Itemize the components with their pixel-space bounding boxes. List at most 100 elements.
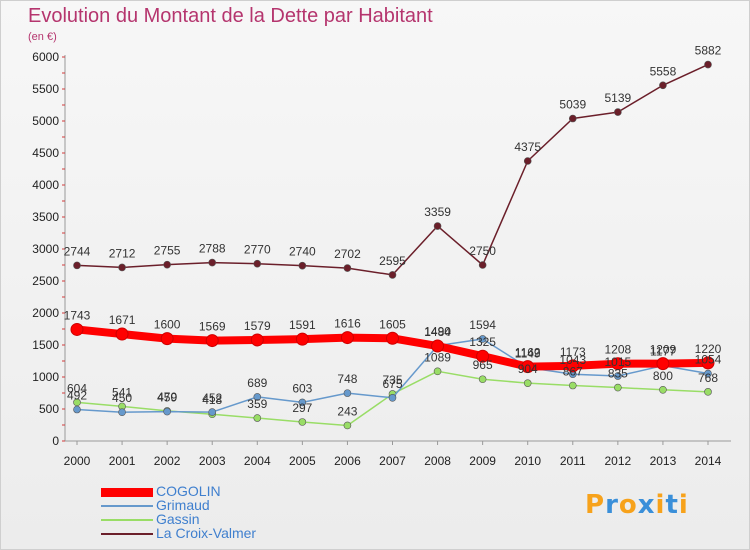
data-label: 800 [653, 369, 673, 383]
data-point [253, 414, 262, 422]
x-tick-label: 2011 [560, 454, 586, 468]
data-point [388, 271, 397, 279]
data-label: 2788 [199, 242, 226, 256]
data-label: 470 [157, 390, 177, 404]
legend-label: COGOLIN [156, 483, 221, 499]
chart-title: Evolution du Montant de la Dette par Hab… [28, 5, 433, 27]
data-label: 5558 [650, 64, 677, 78]
data-point [478, 335, 487, 343]
data-point [523, 379, 532, 387]
data-label: 1484 [424, 325, 451, 339]
series-gassin [73, 367, 712, 430]
data-label: 1177 [650, 345, 676, 359]
data-label: 1569 [199, 320, 226, 334]
logo-letter: t [665, 490, 679, 520]
data-point [521, 360, 535, 374]
data-point [388, 393, 397, 402]
data-label-layer: 2744 2712 2755 2788 2770 2740 2702 2595 3359 2750… [64, 44, 722, 419]
data-label: 5039 [559, 98, 586, 112]
data-label: 2740 [289, 245, 316, 259]
data-label: 5139 [605, 91, 632, 105]
data-label: 735 [382, 373, 402, 387]
data-label: 3359 [424, 205, 451, 219]
data-point [614, 372, 622, 380]
data-label: 459 [157, 391, 177, 405]
data-point [73, 261, 81, 270]
data-label: 867 [563, 365, 583, 379]
y-tick-label: 5500 [32, 82, 59, 96]
data-label: 689 [247, 376, 267, 390]
x-tick-label: 2004 [244, 454, 271, 468]
data-label: 1149 [515, 346, 541, 360]
data-point [704, 60, 712, 69]
data-label: 1220 [695, 342, 722, 356]
series-cogolin [70, 322, 715, 374]
data-label: 1605 [379, 317, 406, 331]
legend-label: Grimaud [156, 497, 210, 513]
data-point [566, 359, 580, 373]
legend-swatch [101, 519, 153, 521]
x-tick-label: 2001 [109, 454, 136, 468]
series-la-croix-valmer [73, 60, 712, 279]
data-label: 243 [337, 404, 357, 418]
x-tick-label: 2006 [334, 454, 361, 468]
data-label: 1594 [469, 318, 496, 332]
data-label: 1600 [154, 318, 181, 332]
x-tick-label: 2014 [695, 454, 722, 468]
data-point [433, 222, 442, 230]
x-tick-label: 2008 [424, 454, 451, 468]
data-label: 418 [202, 393, 222, 407]
data-label: 1089 [424, 350, 451, 364]
data-point [118, 408, 126, 417]
y-tick-label: 4000 [32, 178, 59, 192]
x-tick-label: 2000 [64, 454, 91, 468]
x-tick-label: 2003 [199, 454, 226, 468]
data-point [160, 332, 174, 346]
data-point [343, 264, 352, 272]
data-label: 1490 [424, 325, 451, 339]
axes: 0 500 1000 1500 2000 2500 3000 3500 4000 4500 5000… [32, 50, 731, 468]
data-point [659, 385, 667, 394]
y-tick-label: 500 [39, 402, 59, 416]
data-point [295, 332, 309, 346]
data-label: 835 [608, 367, 628, 381]
data-label: 450 [112, 391, 132, 405]
data-point [208, 258, 217, 267]
data-label: 1209 [650, 343, 677, 357]
legend-label: Gassin [156, 511, 200, 527]
data-label: 1325 [469, 335, 496, 349]
data-point [478, 375, 487, 384]
data-label: 1015 [605, 355, 632, 369]
data-label: 965 [473, 358, 493, 372]
legend-swatch [101, 487, 153, 497]
data-label: 904 [518, 362, 538, 376]
y-tick-label: 4500 [32, 146, 59, 160]
data-label: 1616 [334, 317, 361, 331]
data-point [253, 393, 262, 401]
y-tick-label: 1500 [32, 338, 59, 352]
data-point [163, 407, 171, 416]
data-point [568, 114, 577, 123]
data-label: 2770 [244, 243, 271, 257]
data-label: 603 [292, 381, 312, 395]
data-point [614, 108, 622, 116]
data-label: 2702 [334, 247, 361, 261]
x-tick-label: 2002 [154, 454, 181, 468]
data-label: 1043 [559, 353, 586, 367]
data-label: 5882 [695, 44, 722, 58]
data-label: 2744 [64, 244, 91, 258]
data-point [611, 357, 625, 371]
x-tick-label: 2012 [605, 454, 632, 468]
data-label: 2750 [469, 244, 496, 258]
logo-letter: i [678, 490, 689, 520]
data-point [614, 383, 622, 392]
x-tick-label: 2009 [469, 454, 496, 468]
data-point [115, 327, 129, 341]
legend-swatch [101, 505, 153, 507]
data-label: 4375 [514, 140, 541, 154]
data-point [340, 331, 354, 345]
x-tick-label: 2013 [650, 454, 677, 468]
data-point [433, 367, 442, 376]
data-label: 2712 [109, 246, 136, 260]
y-tick-label: 2500 [32, 274, 59, 288]
